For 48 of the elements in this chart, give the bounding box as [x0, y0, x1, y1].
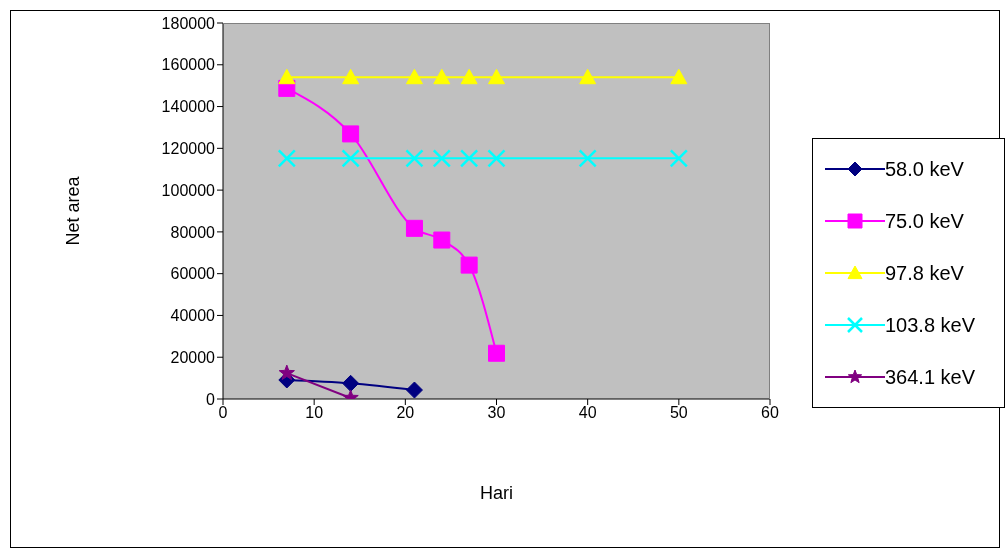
point: [405, 381, 423, 399]
y-axis-title: Net area: [63, 175, 84, 246]
point: [278, 68, 296, 85]
x-tick-label: 60: [761, 404, 779, 422]
x-axis-title: Hari: [479, 483, 514, 503]
point: [578, 149, 597, 168]
y-tick-label: 20000: [170, 348, 216, 366]
legend-label: 75.0 keV: [885, 209, 964, 233]
point: [670, 68, 688, 85]
x-tick-label: 10: [305, 404, 324, 422]
point: [460, 68, 478, 85]
y-tick-label: 140000: [161, 98, 216, 116]
point: [405, 149, 424, 168]
y-tick-label: 100000: [161, 181, 216, 199]
point: [342, 125, 360, 143]
point: [405, 219, 423, 237]
point: [342, 68, 360, 85]
point: [277, 149, 297, 168]
x-tick-label: 40: [578, 404, 597, 422]
x-tick-label: 50: [669, 404, 688, 422]
point: [488, 344, 505, 362]
point: [579, 68, 597, 85]
point: [488, 68, 505, 85]
point: [405, 68, 423, 85]
legend-label: 97.8 keV: [885, 261, 964, 285]
y-tick-label: 0: [206, 390, 216, 408]
y-tick-label: 40000: [170, 307, 216, 325]
legend-label: 58.0 keV: [885, 157, 964, 181]
point: [341, 149, 360, 168]
y-tick-label: 180000: [161, 14, 216, 32]
y-tick-label: 80000: [170, 223, 216, 241]
point: [460, 256, 478, 274]
point: [487, 149, 506, 168]
point: [433, 231, 451, 249]
x-tick-label: 20: [396, 404, 415, 422]
x-tick-label: 30: [487, 404, 506, 422]
y-tick-label: 120000: [161, 140, 216, 158]
y-tick-label: 60000: [170, 265, 216, 283]
x-tick-label: 0: [218, 404, 228, 422]
point: [433, 68, 451, 85]
point: [669, 149, 689, 168]
y-tick-label: 160000: [161, 56, 216, 74]
point: [432, 149, 452, 168]
point: [278, 364, 295, 381]
legend-label: 103.8 keV: [885, 313, 976, 337]
legend-label: 364.1 keV: [885, 365, 976, 389]
point: [342, 374, 360, 392]
point: [459, 149, 479, 168]
